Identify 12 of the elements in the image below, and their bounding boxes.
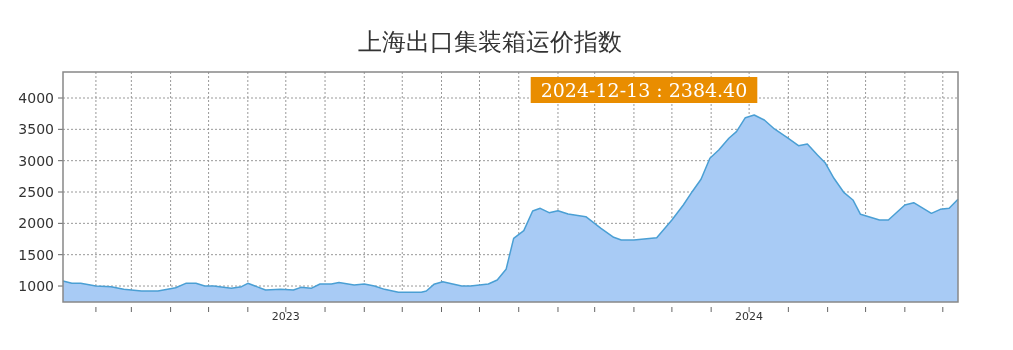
x-tick-label: 2023 <box>271 310 300 323</box>
y-tick-label: 2500 <box>18 184 54 201</box>
y-tick-label: 2000 <box>18 215 54 232</box>
title: 上海出口集装箱运价指数 <box>358 28 622 56</box>
y-tick-label: 4000 <box>18 90 54 107</box>
y-tick-label: 3500 <box>18 121 54 138</box>
annotation: 2024-12-13 : 2384.40 <box>530 77 758 103</box>
x-tick-label: 2024 <box>735 310 764 323</box>
annotation: 2024-12-13 : 2384.40 <box>540 79 748 101</box>
y-tick-label: 1500 <box>18 246 54 263</box>
y-tick-label: 3000 <box>18 152 54 169</box>
y-tick-label: 1000 <box>18 278 54 295</box>
